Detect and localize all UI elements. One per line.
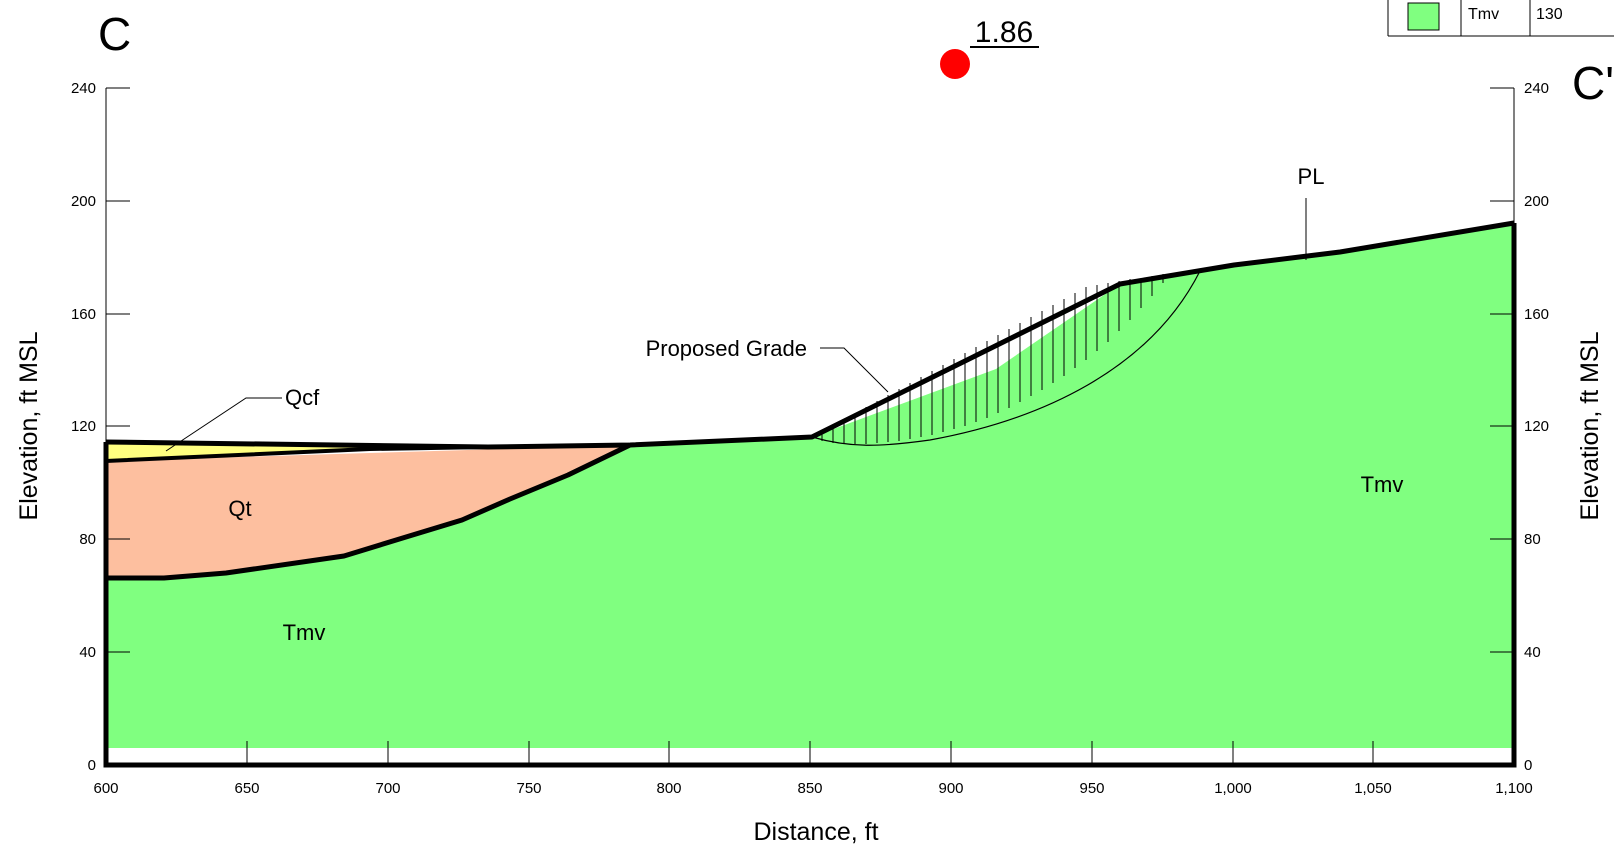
x-tick-900: 900 <box>938 780 963 797</box>
proposed-grade-leader-line <box>820 347 889 393</box>
right-elevation-axis <box>1490 87 1515 766</box>
left-y-tick-120: 120 <box>71 418 96 435</box>
x-tick-1100: 1,100 <box>1495 780 1533 797</box>
x-tick-1050: 1,050 <box>1354 780 1392 797</box>
legend <box>1387 0 1614 37</box>
x-tick-950: 950 <box>1079 780 1104 797</box>
legend-unit-weight: 130 <box>1536 6 1563 23</box>
qcf-leader-line <box>165 397 282 452</box>
left-y-tick-160: 160 <box>71 306 96 323</box>
right-y-tick-40: 40 <box>1524 644 1541 661</box>
unit-label-qcf: Qcf <box>285 385 320 410</box>
section-start-label: C <box>98 8 131 60</box>
section-end-label: C' <box>1572 57 1614 109</box>
distance-axis <box>246 741 1374 765</box>
left-y-tick-200: 200 <box>71 193 96 210</box>
ground-surface <box>105 220 1515 450</box>
legend-material-name: Tmv <box>1468 6 1499 23</box>
x-tick-750: 750 <box>516 780 541 797</box>
x-tick-1000: 1,000 <box>1214 780 1252 797</box>
left-y-tick-80: 80 <box>79 531 96 548</box>
qt-tmv-contact <box>106 442 632 581</box>
proposed-grade-label: Proposed Grade <box>646 336 807 361</box>
slip-center-marker <box>940 49 970 79</box>
right-y-tick-0: 0 <box>1524 757 1532 774</box>
right-y-tick-240: 240 <box>1524 80 1549 97</box>
left-y-tick-40: 40 <box>79 644 96 661</box>
left-elevation-axis <box>105 87 130 766</box>
unit-label-tmv-right: Tmv <box>1361 472 1404 497</box>
x-axis-title: Distance, ft <box>753 818 878 846</box>
x-tick-850: 850 <box>797 780 822 797</box>
factor-of-safety: 1.86 <box>975 16 1033 49</box>
left-y-tick-0: 0 <box>88 757 96 774</box>
qt-layer <box>106 445 630 578</box>
right-y-tick-120: 120 <box>1524 418 1549 435</box>
left-y-tick-240: 240 <box>71 80 96 97</box>
pl-label: PL <box>1298 164 1325 189</box>
slip-surface <box>811 270 1201 446</box>
hatched-slip-mass <box>821 274 1164 444</box>
right-y-tick-160: 160 <box>1524 306 1549 323</box>
x-tick-650: 650 <box>234 780 259 797</box>
right-y-tick-200: 200 <box>1524 193 1549 210</box>
tmv-layer <box>106 223 1514 748</box>
unit-label-qt: Qt <box>228 496 251 521</box>
right-y-axis-title: Elevation, ft MSL <box>1576 331 1604 520</box>
x-tick-600: 600 <box>93 780 118 797</box>
unit-label-tmv-left: Tmv <box>283 620 326 645</box>
x-tick-700: 700 <box>375 780 400 797</box>
right-y-tick-80: 80 <box>1524 531 1541 548</box>
legend-swatch-tmv <box>1407 2 1440 31</box>
x-tick-800: 800 <box>656 780 681 797</box>
left-y-axis-title: Elevation, ft MSL <box>15 331 43 520</box>
